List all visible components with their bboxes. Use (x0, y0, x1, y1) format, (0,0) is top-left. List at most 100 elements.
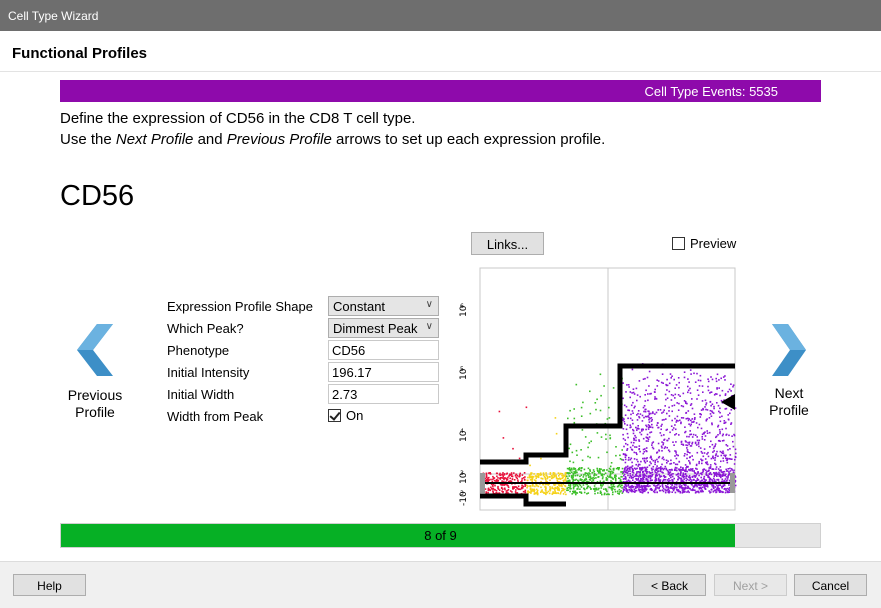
event-dot (650, 431, 653, 433)
event-dot (642, 378, 645, 380)
event-dot (725, 457, 727, 459)
event-dot (666, 446, 668, 449)
event-dot (618, 493, 620, 495)
scroll-handle[interactable] (730, 473, 735, 493)
next-profile-arrow-icon[interactable] (770, 322, 808, 378)
peak-select[interactable]: Dimmest Peak ∨ (328, 318, 439, 338)
event-dot (549, 487, 552, 490)
event-dot (679, 491, 682, 494)
event-dot (484, 488, 487, 490)
help-button[interactable]: Help (13, 574, 86, 596)
event-dot (728, 491, 731, 493)
event-dot (616, 485, 619, 488)
event-dot (531, 490, 533, 492)
phenotype-field[interactable]: CD56 (328, 340, 439, 360)
expression-profile-plot[interactable]: 10 6 10 5 10 4 10 3 -10 3 (440, 262, 740, 512)
event-dot (572, 480, 575, 482)
event-dot (619, 485, 622, 488)
event-dot (698, 462, 700, 465)
event-dot (678, 402, 680, 405)
event-dot (695, 484, 698, 486)
event-dot (509, 477, 511, 480)
event-dot (535, 488, 538, 491)
event-dot (559, 485, 561, 487)
event-dot (689, 487, 691, 490)
event-dot (619, 480, 622, 483)
event-dot (692, 433, 695, 436)
back-button[interactable]: < Back (633, 574, 706, 596)
event-dot (556, 479, 559, 482)
event-dot (678, 381, 680, 384)
event-dot (545, 483, 547, 485)
links-button[interactable]: Links... (471, 232, 544, 255)
event-dot (562, 483, 564, 486)
event-dot (717, 424, 720, 427)
event-dot (632, 476, 634, 479)
event-dot (633, 467, 636, 470)
y-tick-exponent: 5 (460, 366, 464, 373)
event-dot (547, 483, 549, 485)
event-dot (696, 372, 698, 375)
event-dot (711, 480, 714, 482)
event-dot (654, 471, 657, 474)
event-dot (690, 403, 693, 405)
event-dot (521, 487, 524, 489)
width-field[interactable]: 2.73 (328, 384, 439, 404)
event-dot (636, 486, 639, 489)
event-dot (505, 478, 508, 480)
event-dot (678, 476, 680, 479)
scroll-handle[interactable] (480, 473, 485, 493)
event-dot (678, 386, 680, 389)
next-button[interactable]: Next > (714, 574, 787, 596)
event-dot (705, 462, 708, 465)
event-dot (536, 493, 539, 496)
preview-checkbox-box[interactable] (672, 237, 685, 250)
event-dot (661, 419, 664, 421)
event-dot (652, 411, 654, 413)
event-dot (701, 433, 704, 436)
event-dot (637, 412, 639, 415)
event-dot (549, 476, 551, 478)
event-dot (504, 488, 506, 491)
event-dot (511, 478, 514, 481)
event-dot (700, 486, 702, 489)
event-dot (689, 462, 691, 465)
event-dot (710, 376, 712, 378)
next-profile-label[interactable]: Next Profile (760, 385, 818, 419)
shape-select[interactable]: Constant ∨ (328, 296, 439, 316)
event-dot (708, 431, 711, 434)
event-dot (718, 379, 720, 381)
event-dot (605, 488, 607, 490)
event-dot (557, 472, 560, 474)
event-dot (656, 487, 659, 489)
event-dot (712, 484, 715, 486)
event-dot (709, 409, 712, 412)
width-from-peak-checkbox[interactable]: On (328, 408, 363, 423)
event-dot (702, 469, 704, 471)
event-dot (732, 385, 734, 388)
event-dot (612, 471, 615, 474)
y-tick-exponent: 6 (460, 303, 464, 310)
preview-checkbox[interactable]: Preview (672, 236, 736, 251)
event-dot (570, 476, 573, 478)
previous-profile-arrow-icon[interactable] (75, 322, 115, 378)
chevron-down-icon: ∨ (425, 299, 433, 310)
event-dot (492, 487, 495, 490)
event-dot (637, 471, 640, 473)
event-dot (640, 433, 643, 436)
previous-profile-label[interactable]: Previous Profile (62, 387, 128, 421)
event-dot (557, 492, 559, 494)
cancel-button[interactable]: Cancel (794, 574, 867, 596)
event-dot (651, 444, 653, 446)
event-dot (614, 488, 616, 491)
event-dot (681, 467, 684, 469)
intensity-field[interactable]: 196.17 (328, 362, 439, 382)
event-dot (567, 472, 569, 474)
event-dot (655, 469, 658, 472)
event-dot (552, 476, 554, 479)
event-dot (722, 376, 725, 378)
width-from-peak-checkbox-box[interactable] (328, 409, 341, 422)
event-dot (705, 402, 708, 404)
event-dot (564, 491, 566, 493)
event-dot (698, 483, 701, 485)
